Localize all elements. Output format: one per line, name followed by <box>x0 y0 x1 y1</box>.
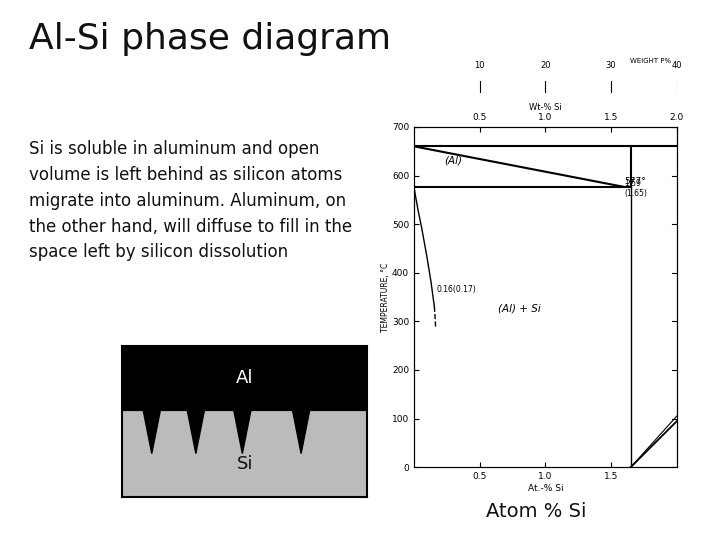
Text: Si is soluble in aluminum and open
volume is left behind as silicon atoms
migrat: Si is soluble in aluminum and open volum… <box>29 140 352 261</box>
Text: 577°: 577° <box>624 177 646 186</box>
X-axis label: At.-% Si: At.-% Si <box>528 484 563 492</box>
X-axis label: Wt-% Si: Wt-% Si <box>529 103 562 112</box>
Text: 1.59
(1.65): 1.59 (1.65) <box>624 179 647 198</box>
Text: Si: Si <box>237 455 253 474</box>
Text: Atom % Si: Atom % Si <box>486 502 587 521</box>
Text: 0.16(0.17): 0.16(0.17) <box>436 285 476 294</box>
Text: (Al): (Al) <box>444 156 462 165</box>
Text: Al-Si phase diagram: Al-Si phase diagram <box>29 22 391 56</box>
Y-axis label: TEMPERATURE, °C: TEMPERATURE, °C <box>382 262 390 332</box>
Polygon shape <box>122 346 367 454</box>
Text: (Al) + Si: (Al) + Si <box>498 303 541 314</box>
Text: Al: Al <box>236 369 253 387</box>
